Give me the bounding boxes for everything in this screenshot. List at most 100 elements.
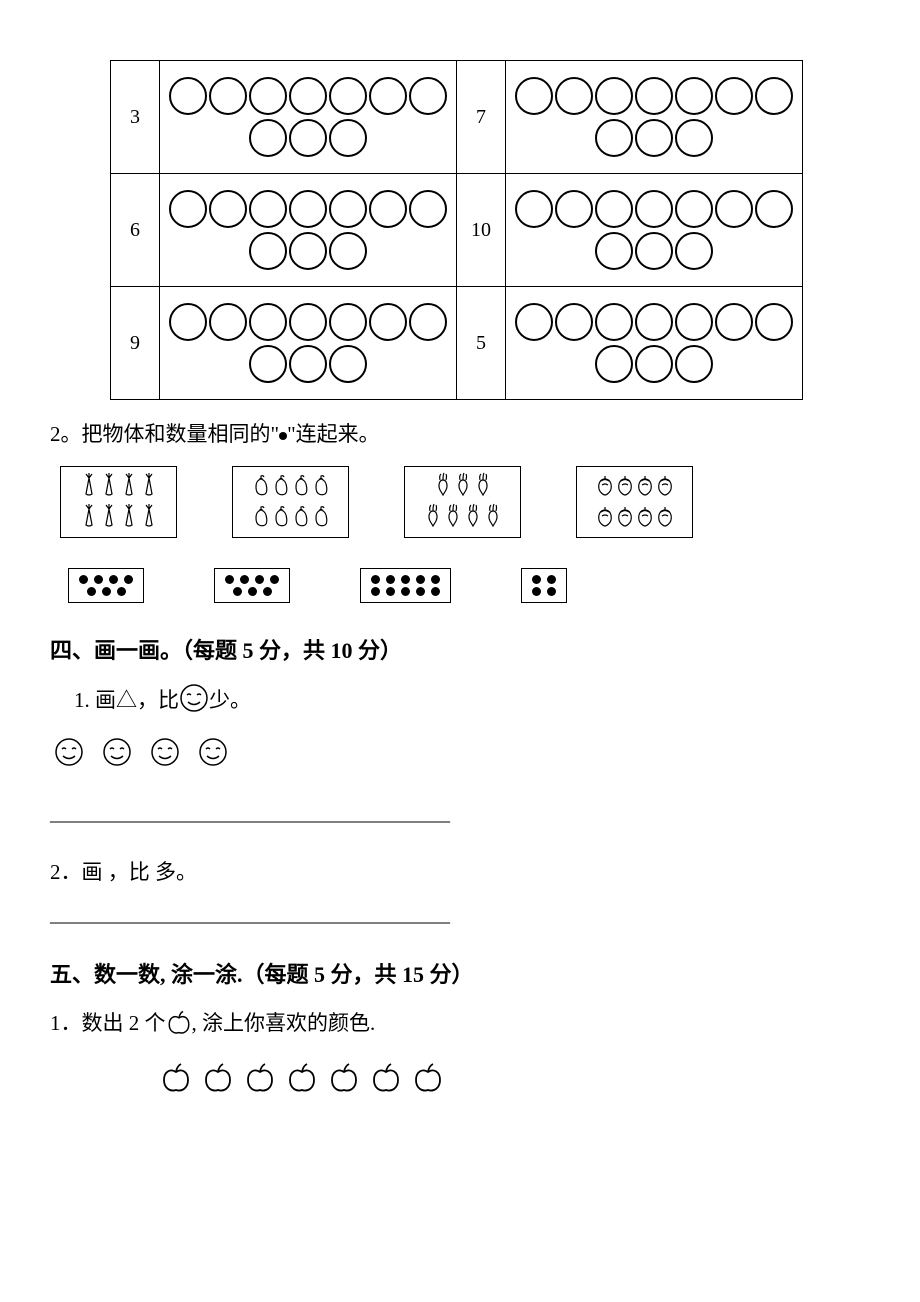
circle-icon [515,77,553,115]
circle-icon [409,303,447,341]
circle-icon [675,345,713,383]
circle-icon [675,303,713,341]
dot-icon [386,575,395,584]
dot-icon [547,575,556,584]
circle-icon [329,303,367,341]
dot-icon [248,587,257,596]
circle-icon [715,190,753,228]
apple-icon [412,1060,444,1100]
circle-icon [515,303,553,341]
circle-icon [635,303,673,341]
pepper-icon [292,503,310,532]
circle-icon [369,303,407,341]
circle-icon [409,77,447,115]
dot-icon [532,587,541,596]
cabbage-icon [656,472,674,501]
circle-icon [595,190,633,228]
s4q1-suffix: 少。 [209,688,251,712]
dot-box [360,568,451,603]
carrot-icon [100,472,118,501]
radish-icon [454,472,472,501]
circle-icon [249,77,287,115]
radish-icon [484,503,502,532]
section5-heading: 五、数一数, 涂一涂.（每题 5 分，共 15 分） [50,957,870,989]
dot-icon [233,587,242,596]
apple-icon [202,1060,234,1100]
s5q1-suffix: , 涂上你喜欢的颜色. [192,1011,376,1035]
circle-icon [289,119,327,157]
dot-box [68,568,144,603]
dot-icon [401,587,410,596]
pepper-icon [272,503,290,532]
circle-icon [289,190,327,228]
dot-box [521,568,567,603]
pepper-icon [252,503,270,532]
number-cell: 6 [111,174,160,287]
apple-icon [244,1060,276,1100]
faces-row [54,737,870,773]
section4-q2: 2．画 ，比 多。 [50,856,870,886]
circles-cell [160,61,457,174]
dot-icon [263,587,272,596]
cabbage-icon [656,503,674,532]
dot-icon [240,575,249,584]
circle-icon [635,232,673,270]
carrot-icon [80,472,98,501]
dot-icon [547,587,556,596]
circle-icon [289,77,327,115]
circle-icon [595,345,633,383]
circle-icon [329,119,367,157]
circle-icon [595,232,633,270]
dot-icon [416,587,425,596]
circle-icon [555,303,593,341]
circle-icon [595,77,633,115]
smiley-face-icon [150,737,180,773]
dot-box [214,568,290,603]
number-cell: 10 [457,174,506,287]
smiley-face-icon [198,737,228,773]
picture-box [576,466,693,538]
dot-icon [532,575,541,584]
cabbage-icon [616,472,634,501]
circle-icon [755,77,793,115]
radish-icon [434,472,452,501]
dot-icon [87,587,96,596]
dot-icon [225,575,234,584]
picture-box [404,466,521,538]
circle-icon [675,232,713,270]
circle-icon [289,345,327,383]
cabbage-icon [596,472,614,501]
s4q1-prefix: 1. 画△，比 [74,688,179,712]
dot-icon [416,575,425,584]
apples-row [160,1060,870,1100]
circle-icon [169,190,207,228]
circle-icon [635,345,673,383]
circles-cell [506,174,803,287]
picture-boxes-row [60,466,870,538]
cabbage-icon [636,472,654,501]
circle-icon [289,303,327,341]
circle-icon [409,190,447,228]
smiley-face-icon [179,683,209,719]
pepper-icon [312,503,330,532]
circle-icon [555,190,593,228]
cabbage-icon [596,503,614,532]
dot-icon [431,587,440,596]
pepper-icon [272,472,290,501]
dot-icon [401,575,410,584]
circle-icon [595,119,633,157]
blank-line-1: ________________________________________ [50,803,870,826]
q2-instruction: 2。把物体和数量相同的""连起来。 [50,418,870,448]
dot-icon [255,575,264,584]
circle-icon [675,190,713,228]
circles-cell [506,287,803,400]
dot-icon [94,575,103,584]
section5-q1: 1．数出 2 个, 涂上你喜欢的颜色. [50,1007,870,1042]
number-cell: 3 [111,61,160,174]
cabbage-icon [636,503,654,532]
circles-table: 3761095 [110,60,803,400]
circle-icon [169,303,207,341]
circle-icon [169,77,207,115]
dot-boxes-row [68,568,870,603]
pepper-icon [312,472,330,501]
